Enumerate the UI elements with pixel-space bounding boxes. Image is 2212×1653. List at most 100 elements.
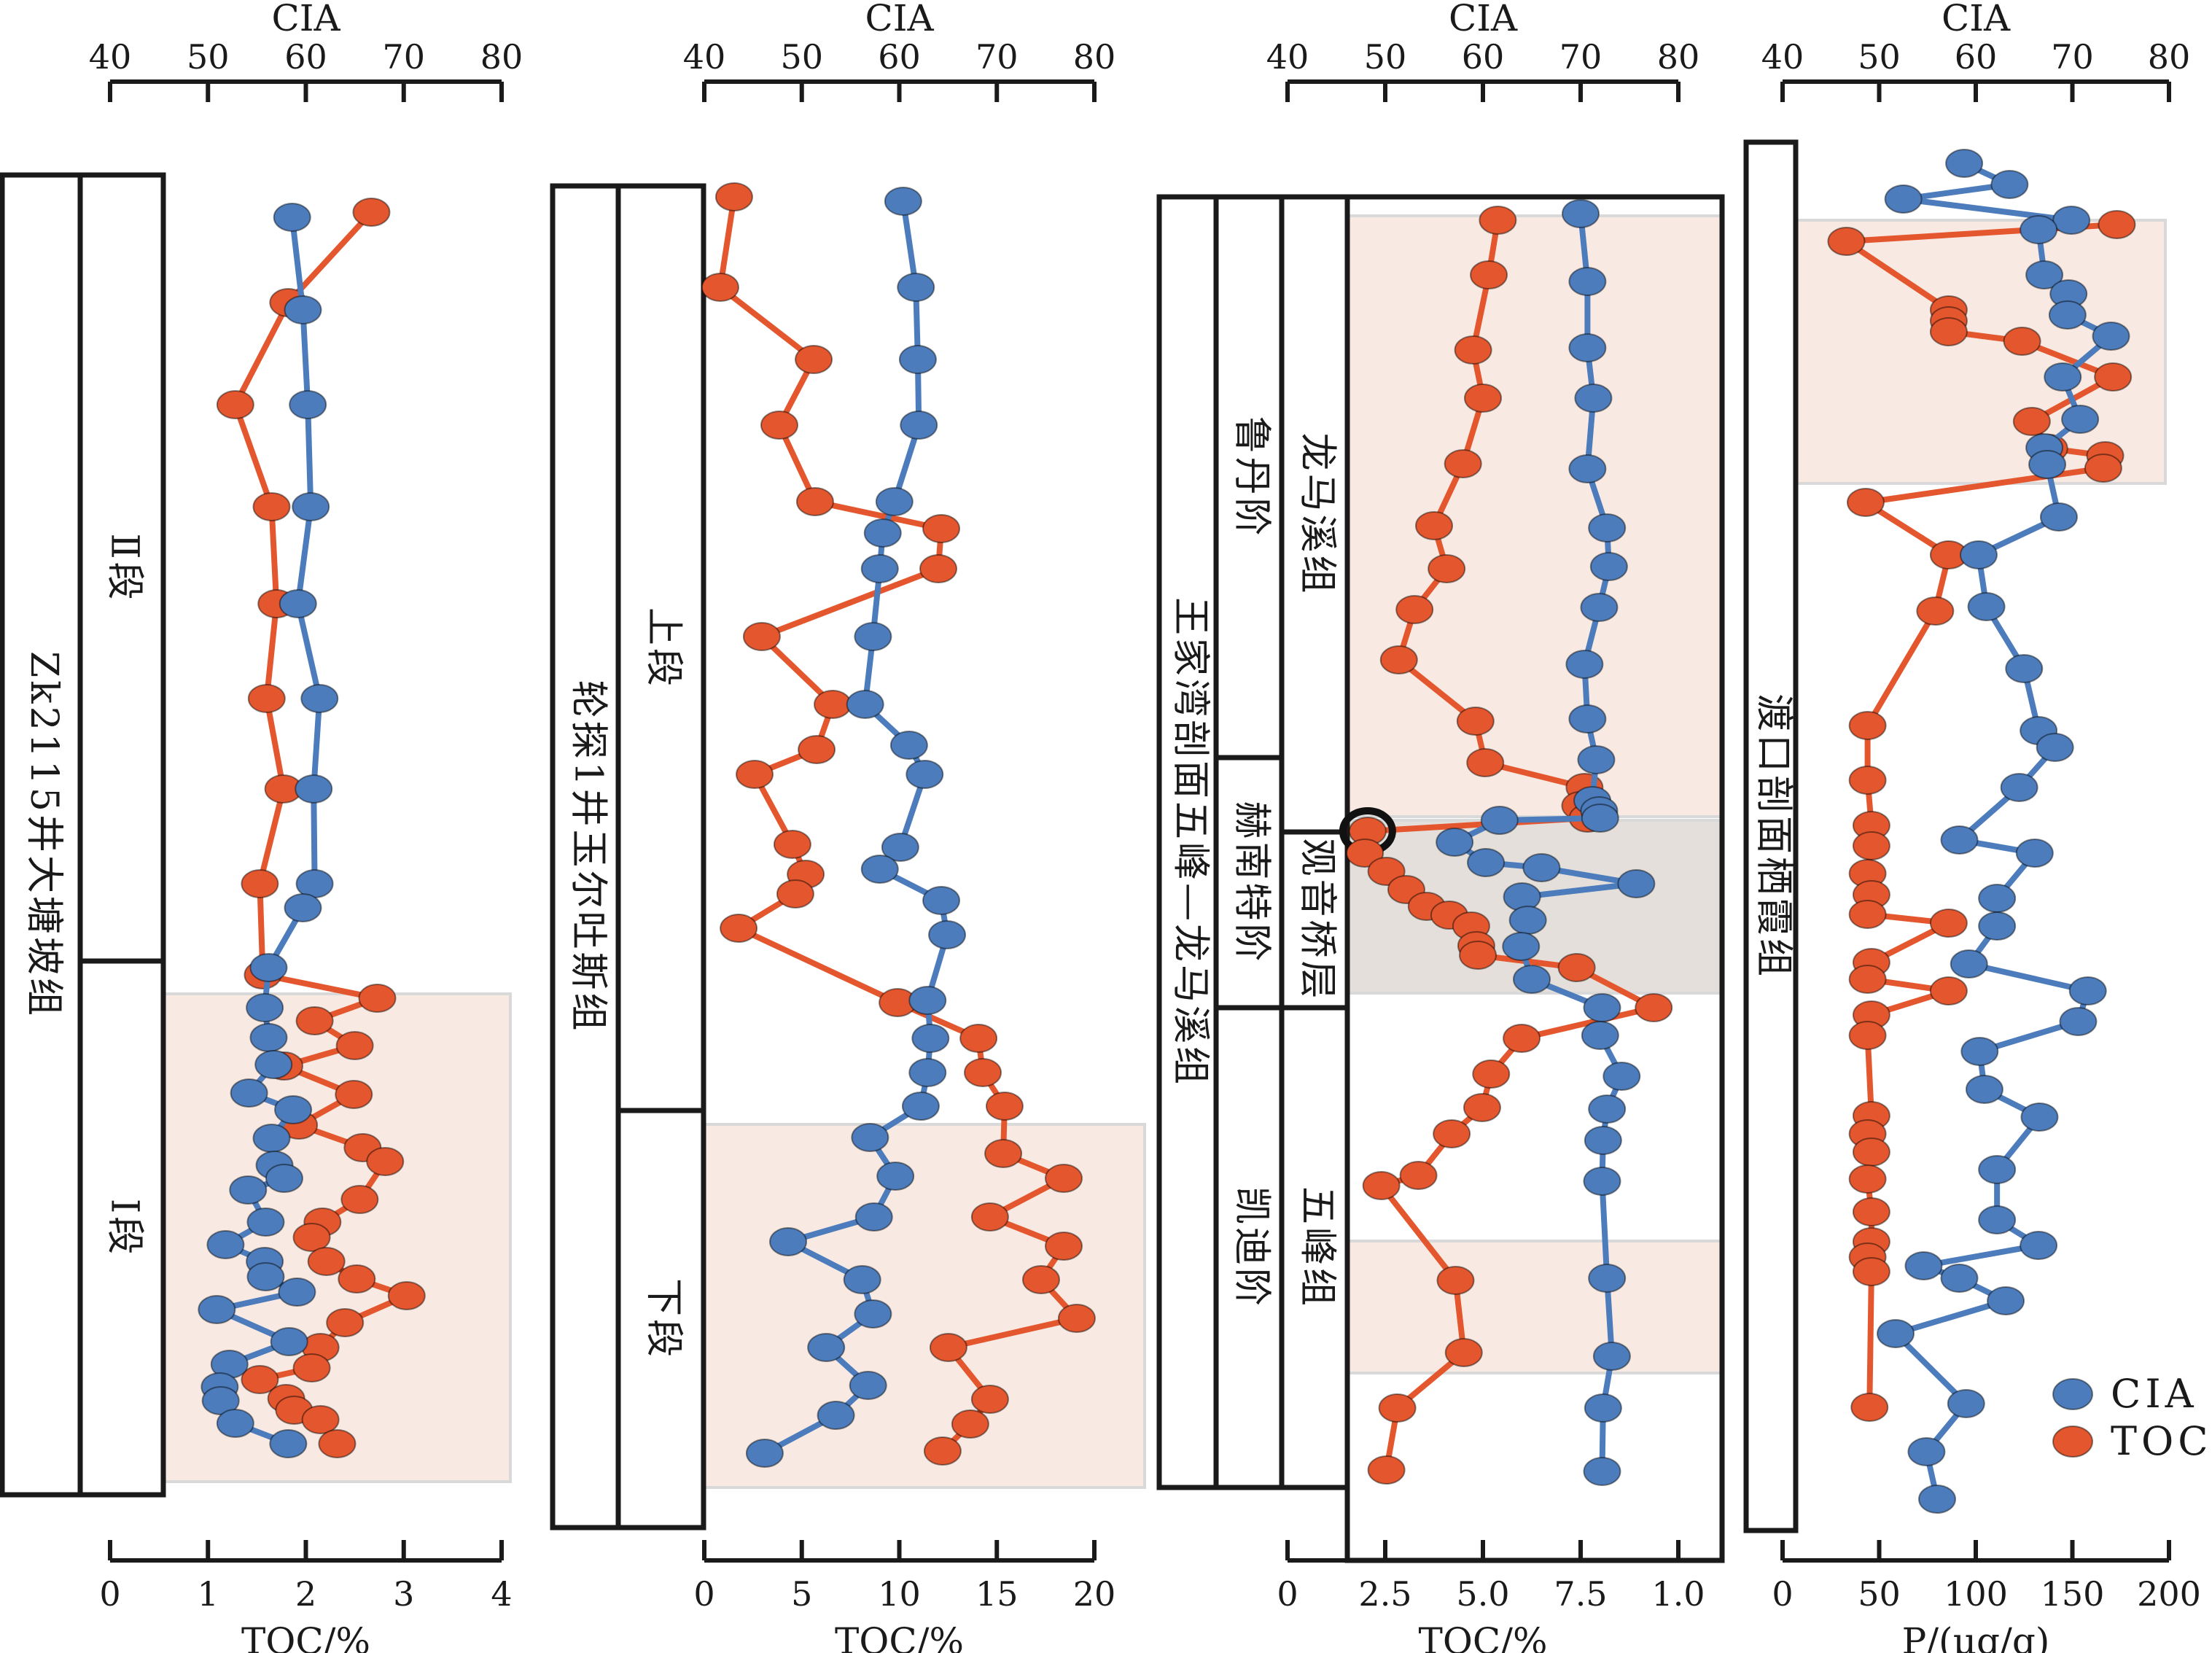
cia-point [1581, 804, 1619, 833]
strat-label: Ⅰ段 [103, 1199, 147, 1258]
top-tick-label: 40 [89, 37, 132, 77]
cia-point [1588, 1094, 1627, 1124]
bottom-tick-label: 1 [198, 1574, 219, 1614]
cia-point [1907, 1437, 1946, 1466]
cia-point [846, 690, 884, 719]
cia-point [249, 953, 288, 982]
tocp-point [295, 1006, 334, 1035]
cia-point [1918, 1485, 1956, 1514]
cia-point [1589, 552, 1628, 581]
tocp-point [1503, 1024, 1541, 1053]
strat-label: Ⅱ段 [103, 533, 147, 602]
cia-point [289, 390, 327, 419]
tocp-point [1479, 206, 1517, 235]
cia-point [246, 1262, 285, 1291]
cia-point [1577, 745, 1616, 774]
tocp-point [1346, 839, 1385, 868]
cia-point [1568, 333, 1607, 362]
top-tick-label: 70 [1559, 37, 1602, 77]
strat-box-wangjiawan-2-2 [1279, 1005, 1350, 1490]
tocp-point [1846, 488, 1885, 517]
strat-label: 赫南特阶 [1230, 801, 1274, 964]
tocp-point [760, 411, 798, 440]
cia-point [1947, 1389, 1985, 1418]
tocp-point [985, 1092, 1024, 1121]
cia-point [2092, 322, 2130, 351]
cia-point [1965, 1075, 2003, 1104]
cia-point [1987, 1286, 2025, 1315]
cia-point [875, 487, 914, 516]
strat-label: 五峰组 [1296, 1186, 1339, 1309]
cia-point [2020, 215, 2058, 244]
tocp-point [335, 1031, 374, 1060]
bottom-tick-label: 1.0 [1651, 1574, 1705, 1614]
cia-point [1940, 1264, 1979, 1293]
cia-point [1978, 1155, 2017, 1184]
tocp-point [814, 690, 852, 719]
cia-point [1978, 884, 2017, 913]
cia-point [817, 1401, 855, 1430]
tocp-point [1466, 748, 1505, 777]
tocp-point [1850, 1393, 1889, 1422]
strat-box-luntan1-1-1 [615, 1108, 706, 1531]
tocp-point [742, 622, 781, 651]
cia-point [1580, 593, 1619, 622]
cia-point [1502, 932, 1541, 961]
cia-point [1950, 949, 1988, 979]
tocp-point [1436, 1266, 1475, 1295]
tocp-point [1444, 1338, 1483, 1367]
tocp-point [1444, 449, 1482, 478]
tocp-point [1470, 260, 1508, 289]
cia-point [1978, 911, 2017, 941]
top-tick-label: 80 [1657, 37, 1700, 77]
cia-point [854, 1202, 893, 1232]
cia-point [1568, 704, 1607, 734]
cia-point [2052, 206, 2091, 235]
strat-box-zk2115-1-1 [77, 958, 166, 1498]
strat-label: 凯迪阶 [1230, 1186, 1274, 1309]
tocp-point [798, 735, 836, 764]
cia-point [2048, 300, 2087, 330]
cia-point [229, 1175, 268, 1205]
strat-label: Zk2115井大塘坡组 [22, 651, 66, 1019]
bottom-tick-label: 150 [2041, 1574, 2105, 1614]
cia-point [849, 1371, 887, 1400]
cia-point [881, 833, 919, 862]
bottom-tick-label: 0 [693, 1574, 714, 1614]
bottom-tick-label: 0 [99, 1574, 120, 1614]
cia-point [908, 1058, 947, 1087]
top-tick-label: 60 [1955, 37, 1998, 77]
tocp-point [1852, 831, 1890, 860]
tocp-point [1415, 511, 1453, 540]
bottom-tick-label: 2 [295, 1574, 316, 1614]
top-tick-label: 80 [2148, 37, 2191, 77]
strat-label: 鲁丹阶 [1230, 416, 1274, 538]
tocp-point [1929, 909, 1968, 938]
tocp-point [2094, 362, 2133, 392]
cia-point [1522, 853, 1561, 882]
tocp-point [1848, 965, 1887, 994]
top-axis-title: CIA [1449, 0, 1518, 39]
tocp-point [776, 879, 814, 909]
tocp-point [340, 1185, 379, 1214]
cia-point [2000, 773, 2038, 802]
cia-point [1513, 965, 1551, 994]
bottom-tick-label: 4 [491, 1574, 512, 1614]
tocp-point [1848, 1164, 1887, 1194]
top-tick-label: 40 [1761, 37, 1804, 77]
tocp-point [1848, 766, 1887, 795]
tocp-point [773, 830, 811, 859]
tocp-point [241, 869, 279, 898]
cia-point [1568, 454, 1607, 483]
cia-point [911, 1024, 950, 1053]
tocp-point [1827, 227, 1866, 256]
tocp-point [1557, 953, 1596, 982]
panel-dukou: 渡口剖面栖霞组 40 50 60 70 80 CIA 0 50 100 150 200 P/(μg/g) [1743, 0, 2201, 1653]
bottom-tick-label: 7.5 [1554, 1574, 1607, 1614]
top-tick-label: 60 [878, 37, 921, 77]
strat-label: 轮探1井玉尔吐斯组 [566, 680, 610, 1033]
cia-point [1877, 1319, 1915, 1348]
bottom-axis-title: P/(μg/g) [1902, 1620, 2050, 1653]
bottom-tick-label: 20 [1073, 1574, 1116, 1614]
cia-point [922, 886, 961, 915]
